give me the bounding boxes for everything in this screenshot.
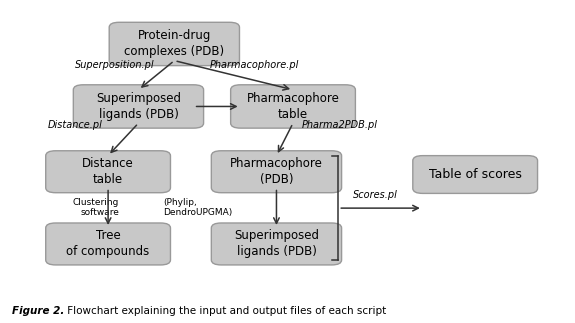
Text: Superimposed
ligands (PDB): Superimposed ligands (PDB) [96, 92, 181, 121]
FancyBboxPatch shape [109, 22, 239, 66]
FancyBboxPatch shape [212, 223, 342, 265]
FancyBboxPatch shape [212, 151, 342, 193]
Text: Superimposed
ligands (PDB): Superimposed ligands (PDB) [234, 229, 319, 258]
Text: Figure 2.: Figure 2. [12, 307, 64, 317]
Text: Pharmacophore.pl: Pharmacophore.pl [210, 60, 300, 70]
Text: Pharmacophore
(PDB): Pharmacophore (PDB) [230, 157, 323, 186]
Text: Pharma2PDB.pl: Pharma2PDB.pl [301, 120, 377, 130]
Text: Table of scores: Table of scores [429, 168, 522, 181]
FancyBboxPatch shape [46, 223, 170, 265]
Text: Protein-drug
complexes (PDB): Protein-drug complexes (PDB) [124, 29, 224, 58]
FancyBboxPatch shape [74, 85, 204, 128]
FancyBboxPatch shape [231, 85, 355, 128]
Text: Scores.pl: Scores.pl [352, 190, 397, 200]
Text: Distance
table: Distance table [82, 157, 134, 186]
Text: Clustering
software: Clustering software [73, 198, 119, 217]
Text: Flowchart explaining the input and output files of each script: Flowchart explaining the input and outpu… [64, 307, 386, 317]
Text: Superposition.pl: Superposition.pl [75, 60, 155, 70]
Text: (Phylip,
DendroUPGMA): (Phylip, DendroUPGMA) [163, 198, 232, 217]
Text: Tree
of compounds: Tree of compounds [67, 229, 150, 258]
Text: Distance.pl: Distance.pl [47, 120, 102, 130]
Text: Pharmacophore
table: Pharmacophore table [247, 92, 339, 121]
FancyBboxPatch shape [413, 156, 538, 193]
FancyBboxPatch shape [46, 151, 170, 193]
